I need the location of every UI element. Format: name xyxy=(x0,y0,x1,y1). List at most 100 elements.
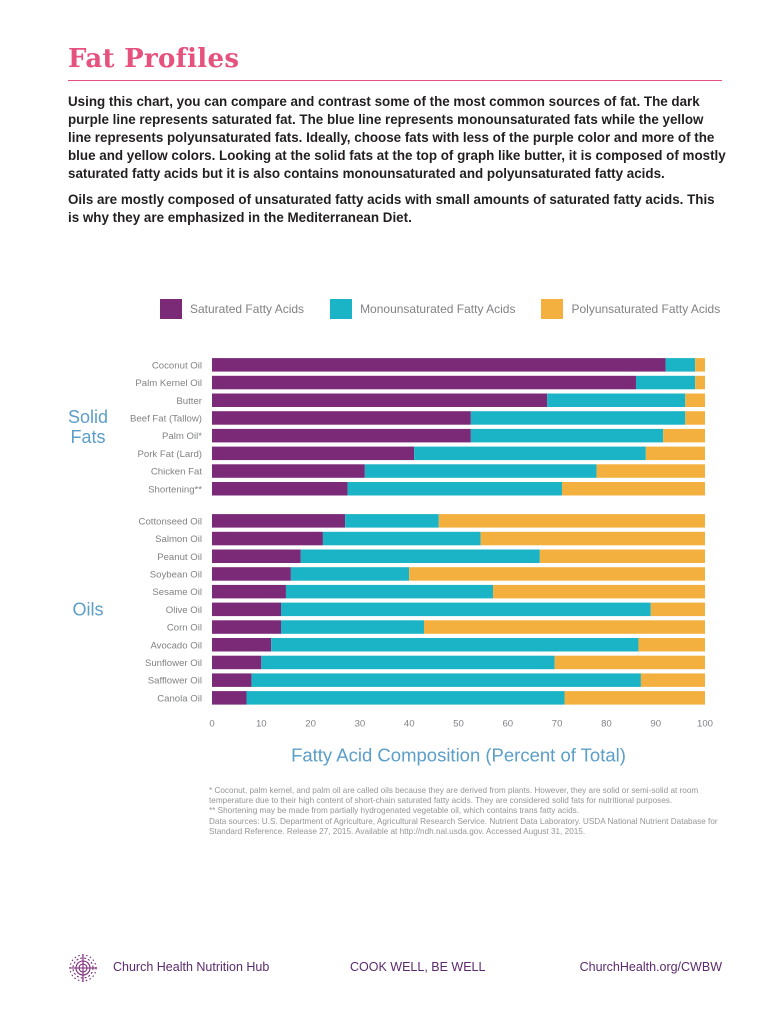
bar-segment-avocado-oil-polyunsaturated xyxy=(638,638,705,652)
bar-segment-chicken-fat-monounsaturated xyxy=(364,464,597,478)
bar-segment-peanut-oil-monounsaturated xyxy=(300,549,540,563)
bar-segment-corn-oil-polyunsaturated xyxy=(423,620,705,634)
category-label-sesame-oil: Sesame Oil xyxy=(152,587,202,598)
legend-item-saturated: Saturated Fatty Acids xyxy=(160,299,304,319)
bar-segment-sesame-oil-polyunsaturated xyxy=(493,584,705,599)
category-label-chicken-fat: Chicken Fat xyxy=(151,467,203,478)
bar-segment-palm-oil-saturated xyxy=(212,428,471,443)
bar-segment-pork-fat-lard-monounsaturated xyxy=(414,446,646,461)
x-tick-label-0: 0 xyxy=(209,719,214,730)
bar-segment-sunflower-oil-monounsaturated xyxy=(261,655,555,670)
bar-segment-pork-fat-lard-polyunsaturated xyxy=(645,446,705,461)
legend-label-saturated: Saturated Fatty Acids xyxy=(190,302,305,316)
category-label-coconut-oil: Coconut Oil xyxy=(152,360,202,371)
bar-segment-canola-oil-saturated xyxy=(212,691,247,705)
category-label-beef-fat-tallow: Beef Fat (Tallow) xyxy=(130,413,202,424)
bar-segment-olive-oil-polyunsaturated xyxy=(650,602,705,617)
category-label-butter: Butter xyxy=(176,396,202,407)
intro-text: Using this chart, you can compare and co… xyxy=(68,93,728,235)
x-tick-label-90: 90 xyxy=(650,719,661,730)
bar-segment-avocado-oil-monounsaturated xyxy=(271,638,639,652)
bar-segment-salmon-oil-monounsaturated xyxy=(322,531,481,546)
footnotes: * Coconut, palm kernel, and palm oil are… xyxy=(209,786,721,837)
group-label-solid-fats-line-1: Solid xyxy=(68,407,108,427)
bar-segment-peanut-oil-polyunsaturated xyxy=(539,549,705,563)
bar-segment-sunflower-oil-polyunsaturated xyxy=(554,655,705,670)
bar-segment-safflower-oil-monounsaturated xyxy=(251,673,641,687)
bar-segment-canola-oil-monounsaturated xyxy=(246,691,565,705)
bar-segment-cottonseed-oil-polyunsaturated xyxy=(438,514,705,528)
x-tick-label-80: 80 xyxy=(601,719,612,730)
legend-label-monounsaturated: Monounsaturated Fatty Acids xyxy=(360,302,516,316)
x-tick-label-40: 40 xyxy=(404,719,415,730)
group-label-solid-fats-line-2: Fats xyxy=(70,427,105,447)
page-footer: Church Health Nutrition Hub COOK WELL, B… xyxy=(0,950,768,986)
bar-segment-coconut-oil-monounsaturated xyxy=(665,358,696,372)
bar-segment-shortening-polyunsaturated xyxy=(562,482,705,496)
bar-segment-corn-oil-saturated xyxy=(212,620,282,634)
bar-segment-coconut-oil-polyunsaturated xyxy=(695,358,705,372)
bar-segment-soybean-oil-monounsaturated xyxy=(290,567,410,581)
bar-segment-beef-fat-tallow-polyunsaturated xyxy=(685,411,705,425)
bar-segment-olive-oil-monounsaturated xyxy=(281,602,651,617)
category-label-pork-fat-lard: Pork Fat (Lard) xyxy=(137,449,202,460)
footer-brand: Church Health Nutrition Hub xyxy=(113,960,270,974)
footer-tagline: COOK WELL, BE WELL xyxy=(350,960,486,974)
footnote-2: ** Shortening may be made from partially… xyxy=(209,806,580,816)
x-tick-label-20: 20 xyxy=(305,719,316,730)
bar-segment-safflower-oil-saturated xyxy=(212,673,252,687)
bar-segment-palm-oil-polyunsaturated xyxy=(663,428,705,443)
bar-segment-chicken-fat-polyunsaturated xyxy=(596,464,705,478)
category-label-peanut-oil: Peanut Oil xyxy=(157,552,202,563)
category-label-cottonseed-oil: Cottonseed Oil xyxy=(139,516,202,527)
bar-segment-palm-kernel-oil-saturated xyxy=(212,375,636,390)
x-tick-label-60: 60 xyxy=(502,719,513,730)
x-tick-label-70: 70 xyxy=(552,719,563,730)
bar-segment-palm-kernel-oil-polyunsaturated xyxy=(695,375,705,390)
category-label-salmon-oil: Salmon Oil xyxy=(155,534,202,545)
bar-segment-sunflower-oil-saturated xyxy=(212,655,262,670)
chart-legend: Saturated Fatty Acids Monounsaturated Fa… xyxy=(160,298,746,320)
legend-swatch-monounsaturated xyxy=(330,299,353,319)
category-label-corn-oil: Corn Oil xyxy=(167,623,202,634)
bar-segment-sesame-oil-monounsaturated xyxy=(285,584,494,599)
bar-segment-cottonseed-oil-monounsaturated xyxy=(345,514,439,528)
category-label-shortening: Shortening** xyxy=(148,484,202,495)
fat-profiles-chart: Coconut Oil Palm Kernel Oil Butter Beef Fat… xyxy=(68,358,713,766)
church-health-logo-icon xyxy=(69,954,97,982)
bar-segment-canola-oil-polyunsaturated xyxy=(564,691,705,705)
bar-segment-palm-kernel-oil-monounsaturated xyxy=(635,375,696,390)
bar-segment-pork-fat-lard-saturated xyxy=(212,446,415,461)
bar-segment-cottonseed-oil-saturated xyxy=(212,514,346,528)
legend-item-polyunsaturated: Polyunsaturated Fatty Acids xyxy=(541,299,720,319)
x-axis-label: Fatty Acid Composition (Percent of Total… xyxy=(291,745,626,766)
category-label-palm-oil: Palm Oil* xyxy=(162,431,202,442)
x-tick-label-50: 50 xyxy=(453,719,464,730)
x-tick-label-10: 10 xyxy=(256,719,267,730)
bar-segment-shortening-saturated xyxy=(212,482,348,496)
bar-segment-soybean-oil-polyunsaturated xyxy=(409,567,705,581)
bar-segment-salmon-oil-saturated xyxy=(212,531,323,546)
bar-segment-butter-monounsaturated xyxy=(547,393,686,407)
bar-segment-coconut-oil-saturated xyxy=(212,358,666,372)
footer-link[interactable]: ChurchHealth.org/CWBW xyxy=(579,960,722,974)
intro-paragraph-2: Oils are mostly composed of unsaturated … xyxy=(68,192,715,225)
bar-segment-corn-oil-monounsaturated xyxy=(281,620,424,634)
legend-swatch-saturated xyxy=(160,299,182,319)
category-label-avocado-oil: Avocado Oil xyxy=(150,640,202,651)
x-tick-label-100: 100 xyxy=(697,719,713,730)
legend-label-polyunsaturated: Polyunsaturated Fatty Acids xyxy=(571,302,721,316)
bar-segment-sesame-oil-saturated xyxy=(212,584,286,599)
bar-segment-palm-oil-monounsaturated xyxy=(470,428,664,443)
bar-segment-butter-polyunsaturated xyxy=(685,393,705,407)
bar-segment-safflower-oil-polyunsaturated xyxy=(640,673,705,687)
bar-segment-avocado-oil-saturated xyxy=(212,638,272,652)
intro-paragraph-1: Using this chart, you can compare and co… xyxy=(68,94,726,181)
category-label-olive-oil: Olive Oil xyxy=(166,605,202,616)
group-label-oils-line-1: Oils xyxy=(73,599,104,619)
bar-segment-butter-saturated xyxy=(212,393,548,407)
bar-segment-beef-fat-tallow-saturated xyxy=(212,411,471,425)
bar-segment-shortening-monounsaturated xyxy=(347,482,563,496)
bar-segment-peanut-oil-saturated xyxy=(212,549,301,563)
x-tick-label-30: 30 xyxy=(355,719,366,730)
